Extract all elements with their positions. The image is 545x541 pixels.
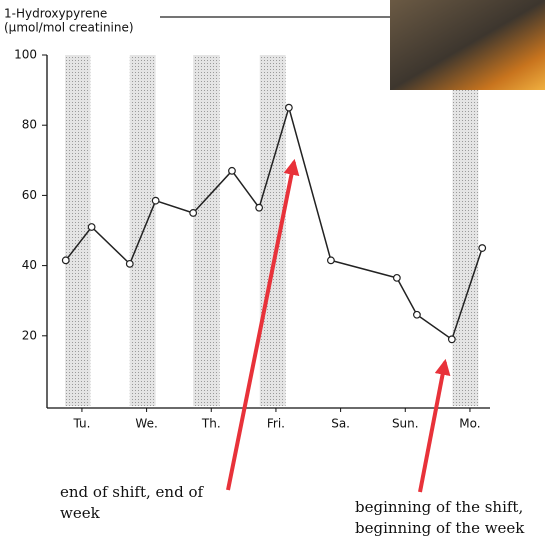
annotation: end of shift, end of bbox=[60, 483, 204, 501]
x-tick-label: We. bbox=[135, 417, 157, 431]
annotation: beginning of the shift, bbox=[355, 498, 523, 516]
x-tick-label: Sa. bbox=[331, 417, 350, 431]
shift-band bbox=[65, 55, 91, 406]
x-tick-label: Th. bbox=[201, 417, 221, 431]
point bbox=[327, 256, 335, 265]
point bbox=[87, 223, 96, 231]
point bbox=[61, 256, 70, 265]
y-axis-label: 1-Hydroxypyrene bbox=[4, 7, 107, 21]
point bbox=[228, 166, 236, 175]
point bbox=[255, 203, 264, 212]
y-tick-label: 60 bbox=[22, 188, 37, 202]
point bbox=[447, 335, 456, 344]
x-tick-label: Tu. bbox=[72, 417, 90, 431]
point bbox=[189, 209, 198, 217]
point bbox=[478, 244, 487, 252]
y-axis-label: (µmol/mol creatinine) bbox=[4, 21, 134, 35]
x-tick-label: Mo. bbox=[459, 417, 480, 431]
y-tick-label: 20 bbox=[22, 328, 37, 342]
x-tick-label: Fri. bbox=[267, 417, 285, 431]
y-tick-label: 80 bbox=[22, 118, 37, 132]
y-tick-label: 100 bbox=[14, 48, 37, 62]
point bbox=[125, 259, 134, 268]
photo bbox=[390, 0, 545, 90]
point bbox=[284, 103, 293, 112]
x-tick-label: Sun. bbox=[392, 417, 419, 431]
y-tick-label: 40 bbox=[22, 258, 37, 272]
point bbox=[413, 310, 421, 319]
annotation: week bbox=[60, 504, 101, 522]
arrow bbox=[226, 158, 300, 491]
point bbox=[151, 196, 160, 205]
annotation: beginning of the week bbox=[355, 519, 525, 537]
point bbox=[392, 273, 401, 282]
shift-band bbox=[193, 55, 220, 406]
arrow bbox=[418, 358, 451, 493]
shift-band bbox=[452, 55, 479, 406]
plot: 20 40 60 80 100 Tu. We. Th. Fri. Sa. Sun. Mo. bbox=[14, 48, 490, 431]
